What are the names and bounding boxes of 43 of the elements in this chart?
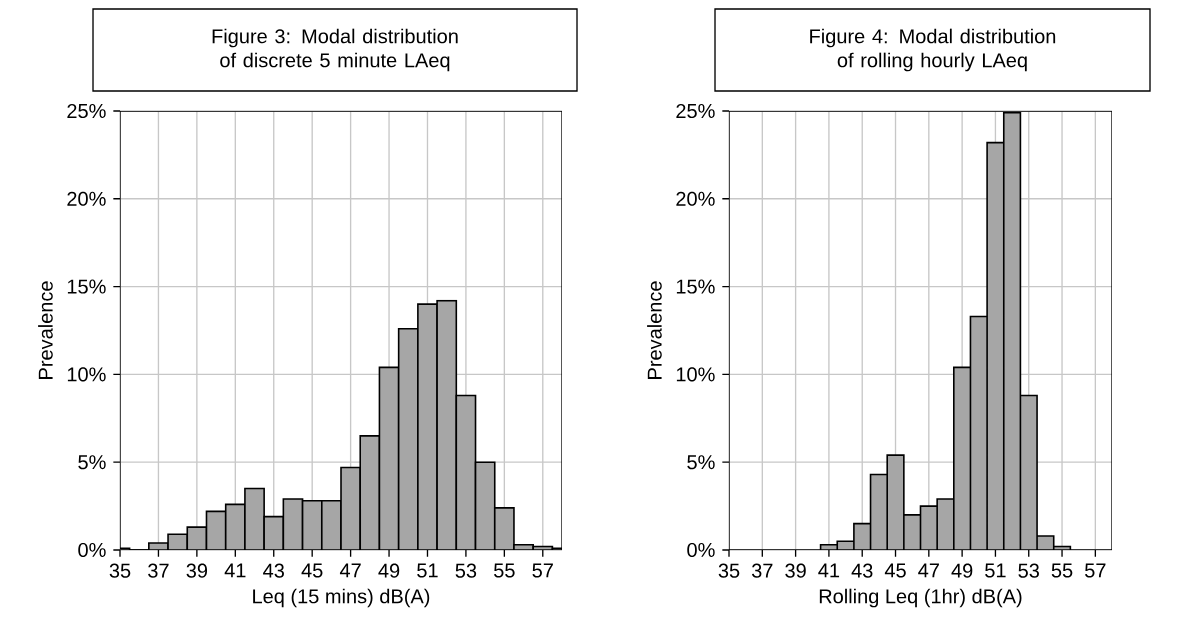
bar (987, 142, 1004, 550)
x-tick-label: 53 (1018, 563, 1039, 578)
x-tick-label: 43 (263, 563, 284, 578)
x-tick-label: 47 (918, 563, 939, 578)
x-tick-label: 35 (109, 563, 131, 578)
y-axis-title: Prevalence (38, 281, 53, 379)
y-tick-label: 20% (67, 191, 106, 206)
x-tick-label: 39 (785, 563, 806, 578)
x-tick-label: 57 (1085, 563, 1106, 578)
y-tick-label: 5% (687, 455, 715, 470)
x-tick-label: 39 (186, 563, 208, 578)
y-tick-label: 20% (676, 191, 715, 206)
x-tick-label: 47 (339, 563, 361, 578)
x-tick-label: 57 (532, 563, 553, 578)
y-tick-label: 25% (67, 103, 106, 119)
x-tick-label: 41 (818, 563, 840, 578)
x-tick-label: 43 (851, 563, 873, 578)
x-tick-label: 45 (301, 563, 323, 578)
x-tick-label: 55 (494, 563, 515, 578)
x-tick-label: 49 (378, 563, 400, 578)
x-tick-label: 51 (417, 563, 438, 578)
x-tick-label: 35 (718, 563, 740, 578)
x-tick-label: 41 (224, 563, 246, 578)
x-axis-title: Leq (15 mins) dB(A) (253, 588, 430, 608)
y-tick-label: 10% (676, 367, 715, 382)
x-tick-label: 37 (148, 563, 169, 578)
y-tick-label: 25% (676, 103, 715, 119)
x-tick-label: 49 (951, 563, 973, 578)
y-tick-label: 15% (676, 279, 715, 294)
x-axis-title: Rolling Leq (1hr) dB(A) (819, 588, 1022, 608)
y-tick-label: 5% (78, 455, 106, 470)
x-tick-label: 53 (455, 563, 477, 578)
x-tick-label: 51 (985, 563, 1006, 578)
y-tick-label: 15% (67, 279, 106, 294)
x-tick-label: 37 (751, 563, 773, 578)
y-axis-title: Prevalence (647, 281, 662, 379)
y-tick-label: 10% (67, 367, 106, 382)
chart-title: Figure 4: Modal distribution of rolling hourly LAeq (810, 28, 1056, 72)
x-tick-label: 45 (884, 563, 906, 578)
chart-title: Figure 3: Modal distribution of discrete 5 minute LAeq (212, 28, 458, 72)
x-tick-label: 55 (1051, 563, 1073, 578)
y-tick-label: 0% (78, 542, 106, 558)
y-tick-label: 0% (687, 542, 715, 558)
